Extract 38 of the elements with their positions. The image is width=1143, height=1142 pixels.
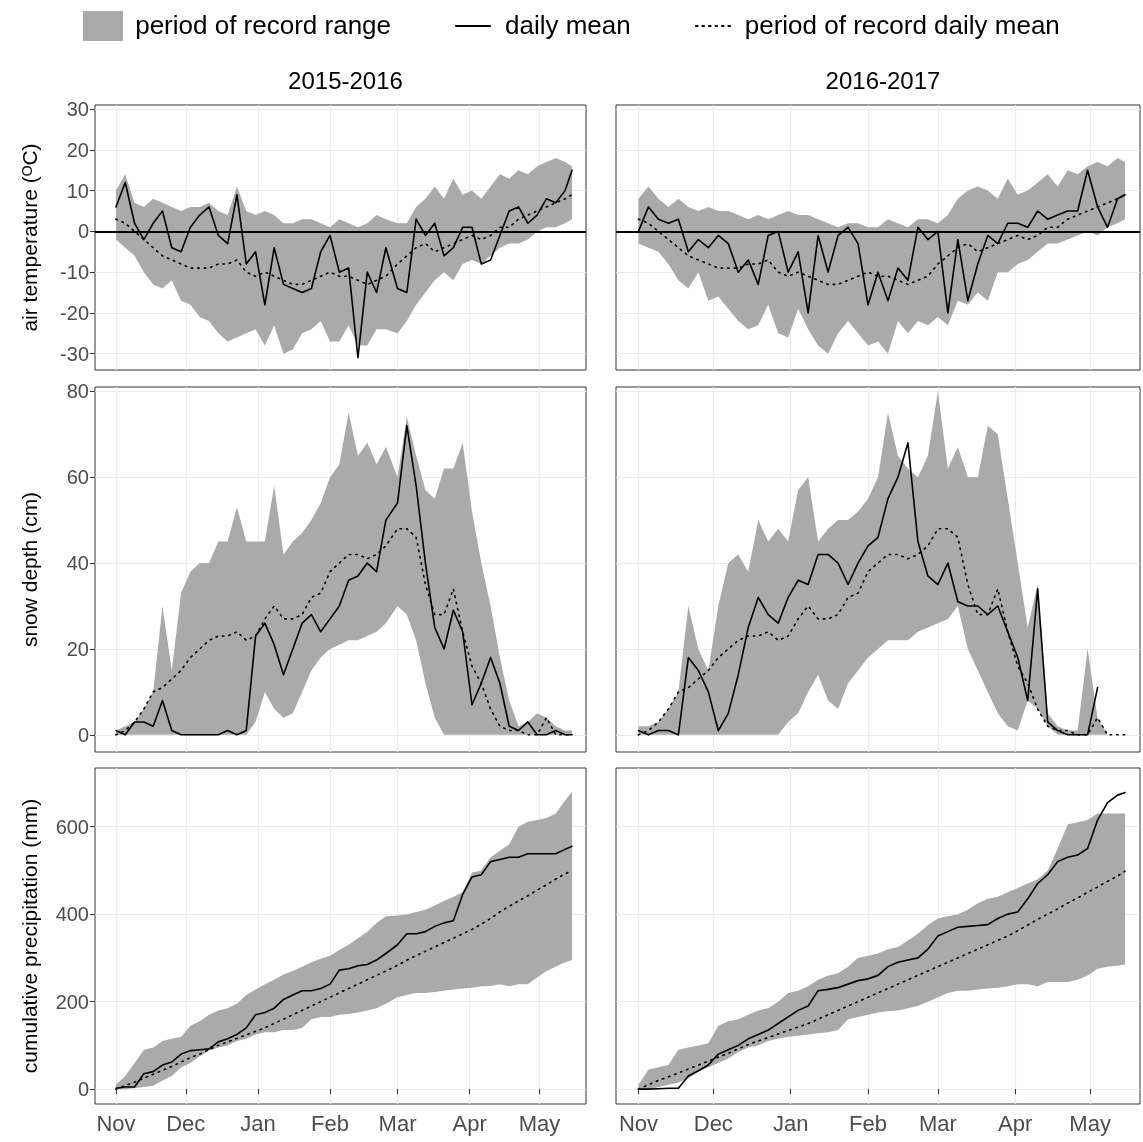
y-tick-label: 600: [55, 815, 89, 838]
y-axis-title: snow depth (cm): [18, 491, 41, 648]
x-tick-label: Feb: [311, 1110, 349, 1136]
y-tick-label: 40: [66, 552, 89, 575]
y-tick-label: 0: [77, 220, 89, 243]
x-tick-label: Apr: [452, 1110, 487, 1136]
y-axis-title: cumulative precipitation (mm): [18, 798, 41, 1074]
x-tick-label: Dec: [166, 1110, 206, 1136]
x-tick-label: Nov: [96, 1110, 136, 1136]
legend-label: period of record daily mean: [744, 10, 1060, 41]
y-tick-label: 20: [66, 138, 89, 161]
y-tick-label: 80: [66, 380, 89, 403]
y-tick-label: 30: [66, 98, 89, 121]
x-tick-label: Mar: [378, 1110, 417, 1136]
y-tick-label: -20: [60, 301, 89, 324]
x-tick-label: Jan: [240, 1110, 276, 1136]
x-tick-label: Feb: [849, 1110, 887, 1136]
x-tick-label: Nov: [618, 1110, 659, 1136]
x-tick-label: Mar: [918, 1110, 957, 1136]
y-tick-label: 20: [66, 637, 89, 660]
chart-title: 2016-2017: [825, 66, 941, 94]
y-tick-label: 0: [77, 723, 89, 746]
y-tick-label: -30: [60, 342, 89, 365]
x-tick-label: May: [518, 1110, 561, 1136]
y-tick-label: 10: [66, 179, 89, 202]
x-tick-label: Jan: [772, 1110, 809, 1136]
y-tick-label: 60: [66, 466, 89, 489]
y-tick-label: -10: [60, 261, 89, 284]
x-tick-label: Apr: [998, 1110, 1033, 1136]
chart-title: 2015-2016: [288, 66, 403, 94]
legend-label: daily mean: [505, 10, 631, 41]
y-tick-label: 400: [55, 903, 89, 926]
text: period of record range: [135, 10, 392, 41]
y-tick-label: 200: [55, 990, 89, 1013]
x-tick-label: Dec: [693, 1110, 733, 1136]
x-tick-label: May: [1069, 1110, 1111, 1136]
y-axis-title: air temperature (ᴼC): [18, 143, 41, 332]
y-tick-label: 0: [77, 1078, 89, 1101]
